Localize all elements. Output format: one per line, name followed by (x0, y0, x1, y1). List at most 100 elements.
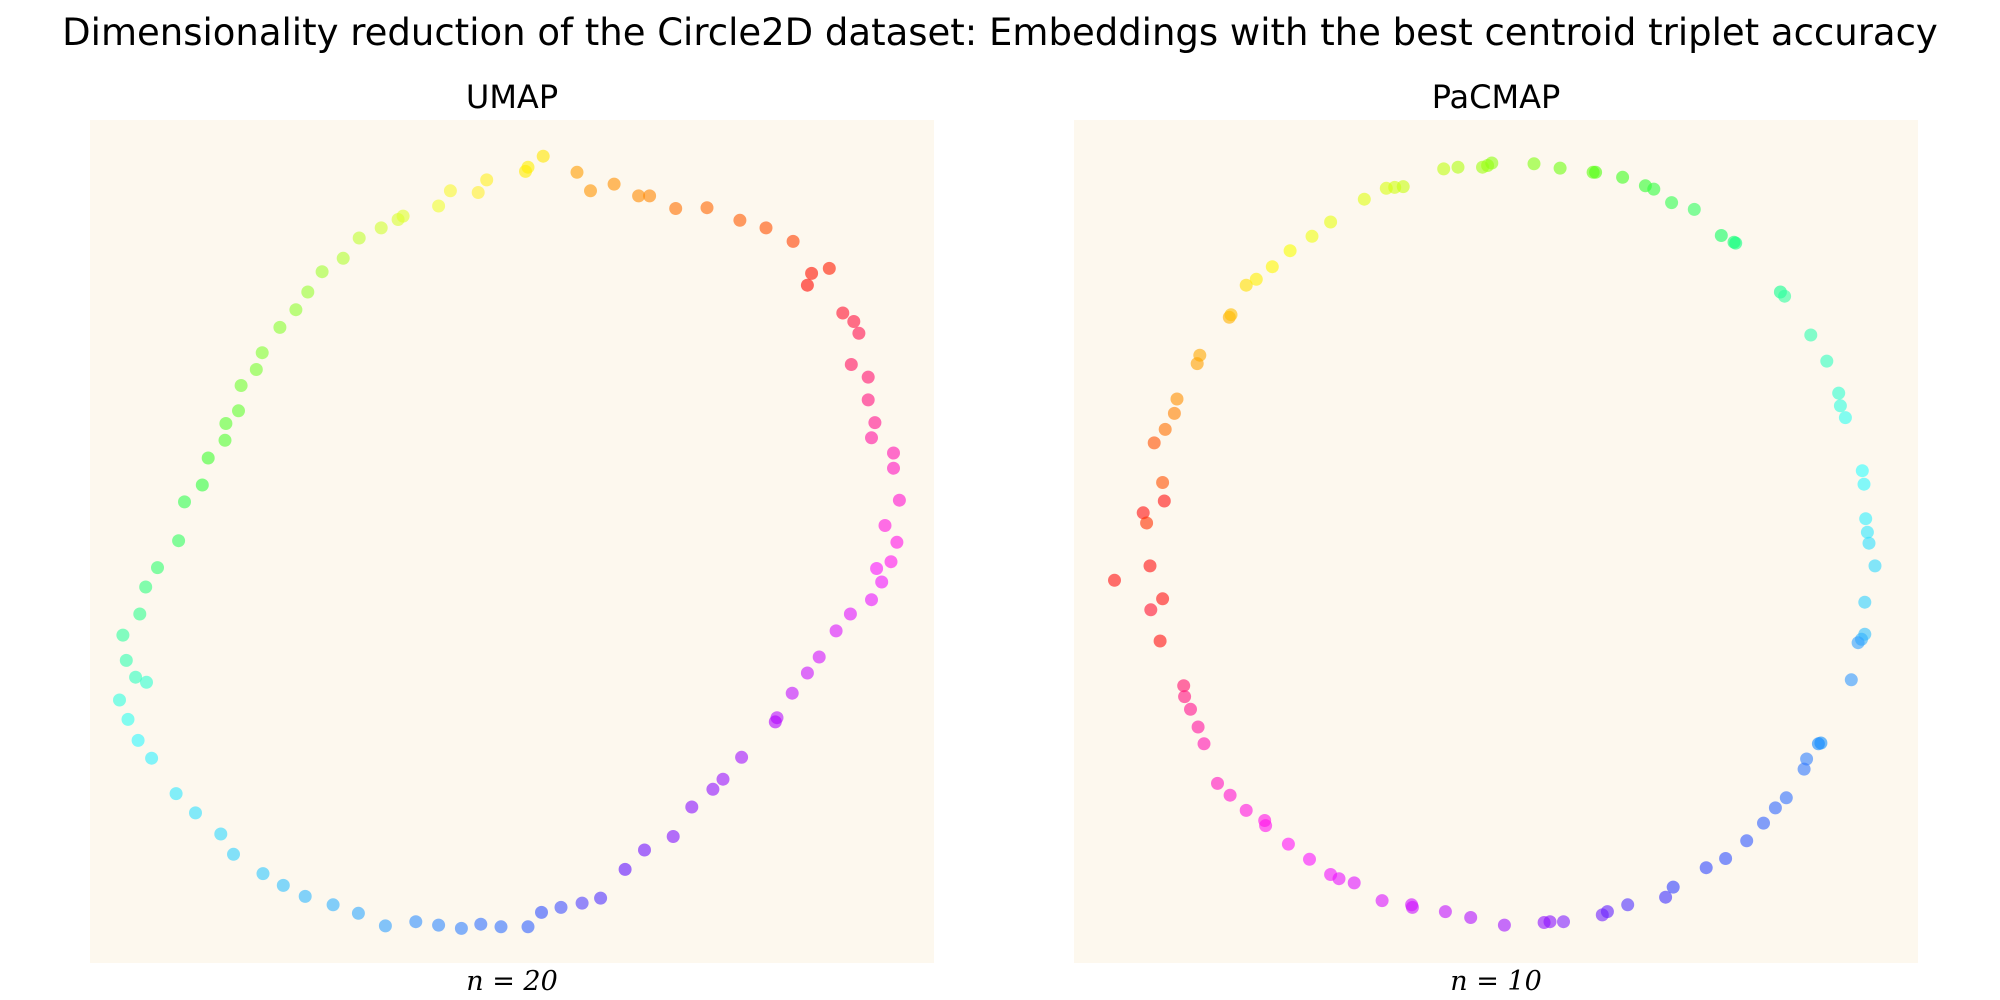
pacmap-point-84 (1405, 898, 1419, 912)
umap-point-88 (289, 303, 303, 317)
umap-point-25 (892, 493, 906, 507)
pacmap-point-60 (1851, 636, 1865, 650)
pacmap-point-8 (1156, 476, 1170, 489)
pacmap-point-17 (1239, 278, 1253, 292)
umap-point-17 (852, 326, 866, 340)
pacmap-point-40 (1687, 202, 1701, 216)
umap-point-11 (786, 234, 800, 248)
umap-plot-area (90, 120, 934, 963)
umap-point-14 (800, 278, 814, 292)
pacmap-point-43 (1729, 236, 1743, 250)
pacmap-point-63 (1811, 737, 1825, 751)
umap-point-10 (759, 221, 773, 235)
umap-panel: UMAP n = 20 (90, 78, 934, 997)
umap-point-66 (145, 751, 159, 765)
umap-panel-title: UMAP (466, 78, 558, 116)
pacmap-point-85 (1375, 894, 1389, 908)
pacmap-point-11 (1167, 406, 1181, 420)
umap-point-62 (227, 847, 240, 861)
umap-point-19 (861, 370, 875, 384)
pacmap-point-47 (1820, 354, 1834, 368)
pacmap-point-7 (1140, 516, 1154, 530)
pacmap-point-36 (1616, 170, 1630, 184)
umap-point-93 (374, 221, 388, 235)
umap-point-53 (454, 921, 468, 935)
umap-point-56 (378, 919, 392, 933)
umap-point-41 (706, 782, 720, 796)
umap-point-78 (178, 495, 191, 509)
pacmap-point-93 (1239, 803, 1253, 817)
umap-point-7 (669, 202, 683, 215)
pacmap-point-74 (1621, 898, 1635, 912)
umap-point-23 (887, 446, 900, 460)
pacmap-point-0 (1108, 573, 1121, 587)
pacmap-point-26 (1396, 180, 1410, 194)
pacmap-point-66 (1779, 791, 1793, 805)
pacmap-point-6 (1136, 506, 1150, 520)
pacmap-point-21 (1305, 229, 1319, 243)
umap-point-52 (474, 917, 488, 931)
pacmap-point-89 (1303, 852, 1316, 866)
pacmap-point-92 (1258, 814, 1272, 827)
umap-point-13 (805, 266, 819, 280)
umap-point-59 (298, 889, 312, 903)
pacmap-point-55 (1862, 536, 1876, 550)
umap-point-30 (875, 575, 889, 589)
pacmap-point-73 (1659, 890, 1673, 904)
pacmap-point-33 (1553, 161, 1567, 175)
pacmap-point-86 (1347, 876, 1361, 890)
umap-points (113, 149, 906, 935)
pacmap-points (1108, 156, 1882, 932)
pacmap-point-96 (1197, 737, 1211, 751)
pacmap-point-61 (1844, 673, 1858, 687)
pacmap-point-57 (1858, 595, 1872, 609)
umap-point-47 (575, 896, 589, 910)
umap-point-76 (151, 561, 164, 575)
pacmap-point-98 (1184, 702, 1197, 716)
umap-point-44 (638, 843, 651, 857)
pacmap-plot-area (1074, 120, 1918, 963)
pacmap-point-64 (1800, 752, 1814, 766)
umap-point-77 (172, 534, 186, 548)
pacmap-point-68 (1757, 816, 1770, 830)
umap-point-95 (396, 209, 410, 223)
pacmap-point-20 (1283, 244, 1297, 258)
umap-point-31 (865, 593, 878, 607)
umap-point-58 (326, 898, 340, 912)
pacmap-point-22 (1324, 215, 1338, 229)
umap-point-5 (632, 189, 646, 203)
pacmap-point-50 (1838, 411, 1852, 425)
pacmap-point-31 (1485, 156, 1499, 170)
umap-point-9 (733, 213, 747, 227)
pacmap-point-9 (1147, 436, 1161, 450)
umap-point-49 (535, 905, 548, 919)
umap-point-36 (785, 686, 799, 700)
pacmap-point-76 (1595, 908, 1609, 922)
pacmap-point-28 (1451, 160, 1465, 174)
umap-point-20 (861, 393, 875, 407)
umap-point-21 (868, 416, 882, 430)
pacmap-panel-caption: n = 10 (1450, 966, 1542, 997)
umap-point-28 (884, 555, 898, 569)
umap-point-45 (618, 862, 632, 876)
umap-point-99 (480, 173, 494, 187)
pacmap-point-53 (1859, 512, 1873, 526)
pacmap-point-18 (1249, 272, 1263, 286)
umap-point-70 (140, 675, 153, 689)
pacmap-point-69 (1740, 834, 1754, 848)
umap-point-79 (195, 478, 209, 492)
pacmap-point-35 (1589, 165, 1603, 179)
umap-point-48 (554, 900, 568, 914)
pacmap-point-56 (1868, 559, 1882, 573)
pacmap-point-97 (1191, 720, 1205, 734)
pacmap-point-88 (1324, 868, 1338, 881)
umap-point-97 (443, 184, 457, 198)
umap-point-85 (249, 363, 263, 376)
pacmap-point-5 (1157, 494, 1171, 508)
umap-point-4 (607, 177, 621, 191)
pacmap-point-46 (1804, 328, 1818, 342)
umap-point-33 (829, 624, 843, 638)
umap-point-67 (131, 733, 145, 747)
pacmap-point-65 (1797, 762, 1811, 776)
pacmap-point-90 (1281, 837, 1295, 851)
